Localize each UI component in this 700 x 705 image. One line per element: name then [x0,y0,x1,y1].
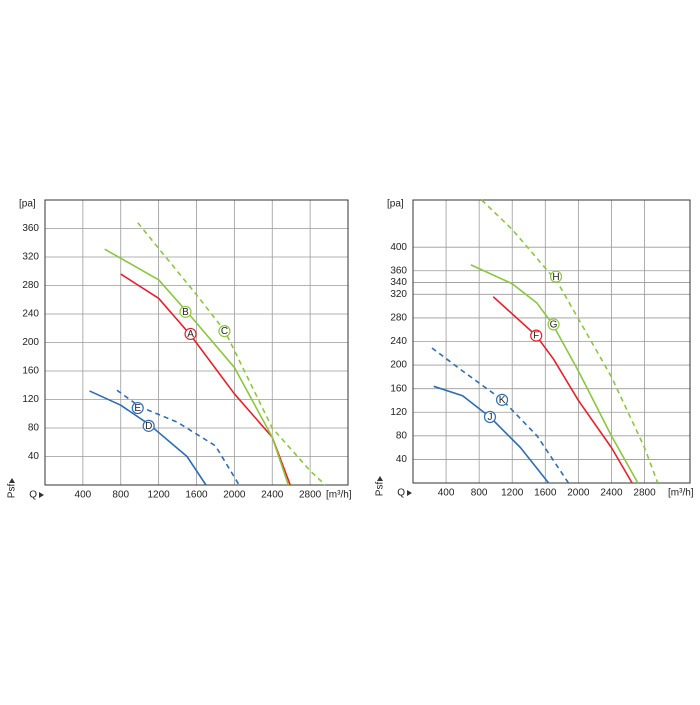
y-symbol: Psf [375,482,386,497]
x-tick-label: 400 [75,490,92,501]
y-tick-label: 340 [390,277,407,288]
curve-label: E [134,403,141,414]
x-tick-label: 800 [471,488,488,499]
y-tick-label: 320 [22,252,39,263]
curve-label: A [187,329,194,340]
y-tick-label: 80 [28,423,40,434]
curve [433,385,550,484]
curve-label-ring [142,419,155,432]
curve-label-ring [547,318,560,331]
y-symbol: Psf [7,484,18,499]
y-tick-label: 40 [396,454,408,465]
x-symbol-arrow [39,492,44,498]
y-axis-label: [pa] [387,199,404,210]
curve-label: D [145,421,152,432]
y-tick-label: 240 [22,309,39,320]
curve-label-ring [483,410,497,424]
x-tick-label: 2800 [299,490,322,501]
y-tick-label: 40 [28,451,40,462]
y-symbol-arrow [377,476,383,481]
y-tick-label: 160 [22,366,39,377]
curve-label-ring [495,393,509,406]
x-tick-label: 2000 [567,488,590,499]
y-tick-label: 280 [390,313,407,324]
y-tick-label: 120 [390,407,407,418]
x-axis-label: [m³/h] [326,490,352,501]
x-tick-label: 1600 [534,488,557,499]
curve-label: H [552,272,559,283]
curve [104,248,290,486]
curve-label-ring [530,329,543,342]
curve-label: B [182,307,189,318]
x-symbol: Q [397,488,405,499]
curve-label: J [487,412,492,423]
curve-label-ring [179,305,192,318]
y-tick-label: 160 [390,383,407,394]
curve-label: K [499,395,506,406]
y-axis-label: [pa] [19,199,36,210]
x-tick-label: 800 [112,490,129,501]
curve-label: G [550,320,558,331]
x-symbol-arrow [407,490,412,496]
x-tick-label: 1200 [148,490,171,501]
x-tick-label: 2000 [223,490,246,501]
curve-label-ring [131,401,144,415]
x-tick-label: 2800 [633,488,656,499]
curve-label-ring [218,325,231,338]
curve-label-ring [549,270,563,283]
x-tick-label: 1200 [501,488,524,499]
y-tick-label: 360 [22,223,39,234]
x-tick-label: 2400 [261,490,284,501]
x-tick-label: 1600 [185,490,208,501]
y-tick-label: 80 [396,430,408,441]
y-tick-label: 200 [22,337,39,348]
curve-label: C [221,326,228,337]
y-tick-label: 360 [390,265,407,276]
curve [137,222,326,486]
curve [116,389,240,486]
curve [89,390,207,486]
y-tick-label: 320 [390,289,407,300]
y-tick-label: 120 [22,394,39,405]
curve-label-ring [184,327,197,341]
curve [120,273,291,486]
y-tick-label: 240 [390,336,407,347]
x-symbol: Q [29,490,37,501]
y-tick-label: 400 [390,242,407,253]
x-tick-label: 400 [438,488,455,499]
y-tick-label: 200 [390,360,407,371]
y-symbol-arrow [9,478,15,483]
curve [492,296,633,484]
plot-frame [412,199,691,484]
x-tick-label: 2400 [600,488,623,499]
x-axis-label: [m³/h] [668,488,694,499]
curve [431,347,570,484]
curve [481,199,659,484]
curve-label: F [533,331,539,342]
plot-frame [44,199,349,486]
y-tick-label: 280 [22,280,39,291]
